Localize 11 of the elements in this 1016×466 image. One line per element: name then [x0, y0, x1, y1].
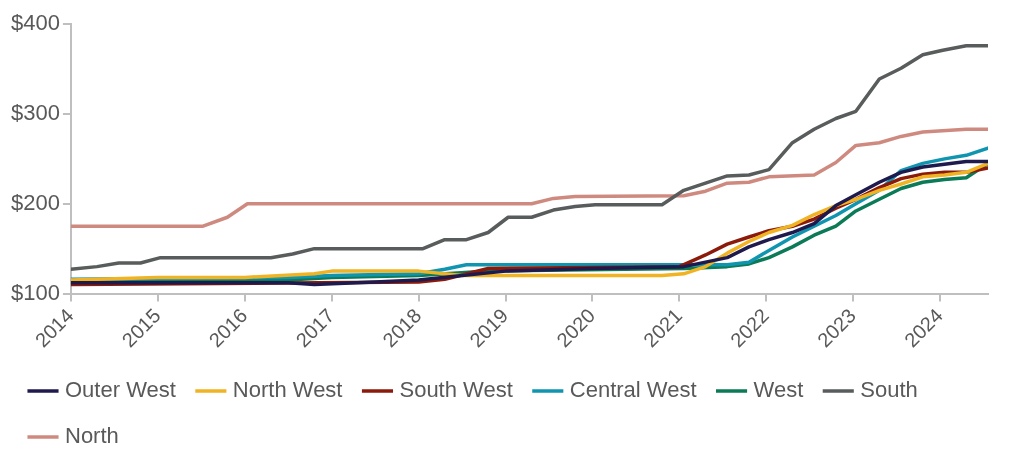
legend-label: South [860, 377, 918, 403]
legend-label: South West [399, 377, 513, 403]
y-tick-label: $400 [10, 10, 60, 36]
legend-label: North [65, 423, 119, 449]
y-tick-label: $200 [10, 189, 60, 215]
legend-label: Outer West [65, 377, 176, 403]
legend-label: North West [232, 377, 343, 403]
legend-label: Central West [569, 377, 697, 403]
legend-label: West [753, 377, 804, 403]
y-tick-label: $100 [10, 279, 60, 305]
y-tick-label: $300 [10, 100, 60, 126]
